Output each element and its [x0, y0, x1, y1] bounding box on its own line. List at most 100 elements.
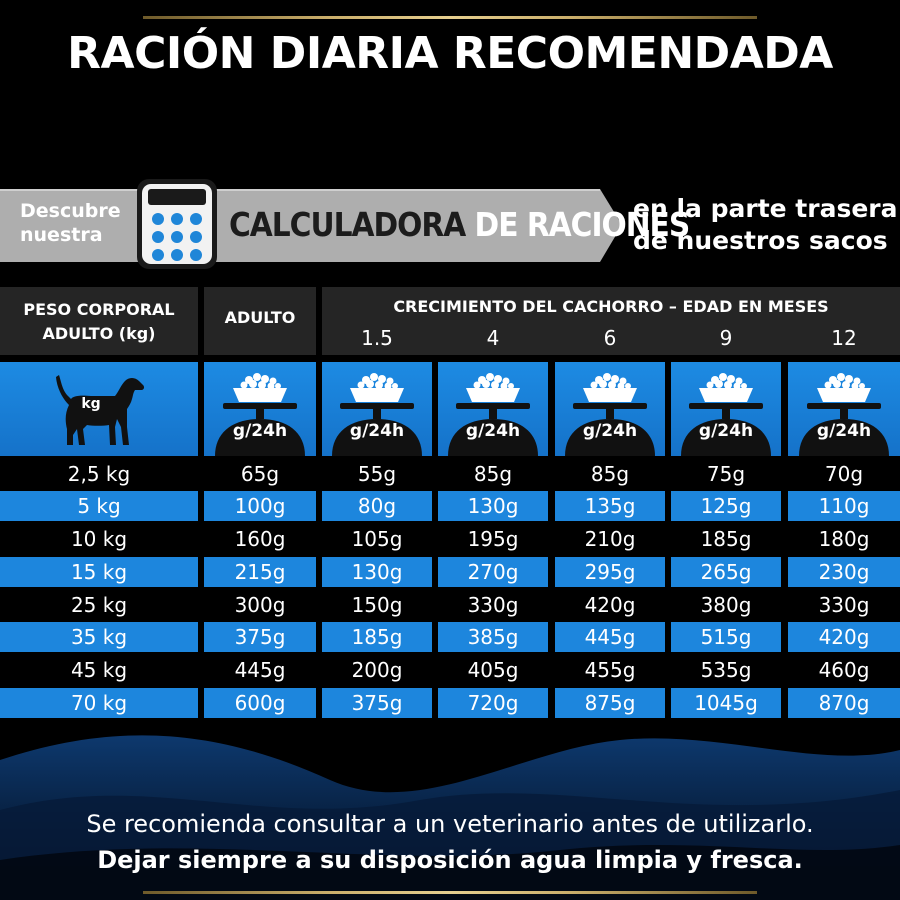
ration-cell: 230g [788, 557, 900, 587]
month-header-4: 9 [719, 326, 733, 350]
header-weight-line1: PESO CORPORAL [23, 300, 175, 319]
scale-icon-label: g/24h [698, 421, 754, 441]
header-adult-label: ADULTO [224, 308, 296, 327]
banner-location-line1: en la parte trasera [633, 194, 898, 223]
ration-cell: 380g [700, 593, 752, 617]
page-title: RACIÓN DIARIA RECOMENDADA [67, 28, 833, 79]
table-row: 25 kg 300g 150g 330g 420g 380g 330g [0, 590, 900, 620]
ration-cell: 875g [555, 688, 665, 718]
table-row: 70 kg 600g 375g 720g 875g 1045g 870g [0, 688, 900, 718]
ration-cell: 265g [671, 557, 781, 587]
scale-icon-label: g/24h [816, 421, 872, 441]
scale-icon-label: g/24h [349, 421, 405, 441]
background-waves [0, 735, 900, 900]
dog-icon-label: kg [81, 396, 101, 412]
banner-headline-part1: CALCULADORA [229, 205, 466, 244]
ration-cell: 195g [467, 527, 519, 551]
month-header-3: 6 [603, 326, 617, 350]
ration-cell: 85g [473, 462, 513, 486]
header-weight-label: PESO CORPORAL ADULTO (kg) [0, 298, 198, 346]
weight-cell: 15 kg [0, 557, 198, 587]
ration-cell: 110g [788, 491, 900, 521]
ration-cell: 55g [357, 462, 397, 486]
month-header-5: 12 [831, 326, 857, 350]
ration-cell: 375g [322, 688, 432, 718]
ration-cell: 420g [788, 622, 900, 652]
ration-cell: 160g [234, 527, 286, 551]
table-row: 15 kg 215g 130g 270g 295g 265g 230g [0, 557, 900, 587]
banner-location-text: en la parte trasera de nuestros sacos [633, 193, 900, 257]
footer-vet-advice: Se recomienda consultar a un veterinario… [86, 810, 814, 838]
banner-headline: CALCULADORA DE RACIONES [229, 205, 691, 245]
calculator-icon [137, 179, 217, 269]
weight-cell: 45 kg [70, 658, 128, 682]
banner-intro-line1: Descubre [20, 200, 121, 222]
table-row: 35 kg 375g 185g 385g 445g 515g 420g [0, 622, 900, 652]
header-weight-line2: ADULTO (kg) [42, 324, 156, 343]
ration-cell: 65g [240, 462, 280, 486]
scale-icon-label: g/24h [232, 421, 288, 441]
weight-cell: 2,5 kg [67, 462, 131, 486]
ration-cell: 210g [584, 527, 636, 551]
ration-cell: 600g [204, 688, 316, 718]
ration-cell: 375g [204, 622, 316, 652]
ration-cell: 445g [555, 622, 665, 652]
header-growth-label: CRECIMIENTO DEL CACHORRO – EDAD EN MESES [393, 297, 829, 316]
weight-cell: 10 kg [70, 527, 128, 551]
food-scale-icon [215, 373, 305, 456]
gold-divider-bottom [143, 891, 757, 894]
ration-cell: 515g [671, 622, 781, 652]
ration-cell: 1045g [671, 688, 781, 718]
dog-icon [56, 375, 145, 445]
ration-cell: 125g [671, 491, 781, 521]
scale-icon-label: g/24h [465, 421, 521, 441]
banner-headline-part2: DE RACIONES [474, 205, 691, 244]
month-header-1: 1.5 [361, 326, 393, 350]
weight-cell: 35 kg [0, 622, 198, 652]
ration-cell: 105g [351, 527, 403, 551]
header-weight-cell [0, 287, 198, 355]
ration-cell: 330g [467, 593, 519, 617]
food-scale-icon [681, 373, 771, 456]
ration-cell: 215g [204, 557, 316, 587]
footer-water-advice: Dejar siempre a su disposición agua limp… [97, 846, 803, 874]
ration-cell: 330g [818, 593, 870, 617]
ration-cell: 130g [438, 491, 548, 521]
food-scale-icon [332, 373, 422, 456]
ration-cell: 130g [322, 557, 432, 587]
ration-cell: 135g [555, 491, 665, 521]
banner-location-line2: de nuestros sacos [633, 226, 888, 255]
table-row: 5 kg 100g 80g 130g 135g 125g 110g [0, 491, 900, 521]
weight-cell: 70 kg [0, 688, 198, 718]
banner-highlight [0, 189, 600, 191]
calculator-banner [0, 189, 622, 262]
ration-cell: 460g [818, 658, 870, 682]
food-scale-icon [565, 373, 655, 456]
ration-cell: 300g [234, 593, 286, 617]
banner-intro-line2: nuestra [20, 224, 103, 246]
banner-intro-text: Descubre nuestra [20, 199, 140, 247]
food-scale-icon [448, 373, 538, 456]
ration-cell: 185g [322, 622, 432, 652]
weight-cell: 5 kg [0, 491, 198, 521]
ration-cell: 535g [700, 658, 752, 682]
table-row: 10 kg 160g 105g 195g 210g 185g 180g [0, 524, 900, 554]
ration-cell: 455g [584, 658, 636, 682]
ration-cell: 420g [584, 593, 636, 617]
ration-cell: 445g [234, 658, 286, 682]
table-row: 45 kg 445g 200g 405g 455g 535g 460g [0, 655, 900, 685]
ration-cell: 270g [438, 557, 548, 587]
gold-divider-top [143, 16, 757, 19]
ration-cell: 720g [438, 688, 548, 718]
ration-cell: 80g [322, 491, 432, 521]
month-header-2: 4 [486, 326, 500, 350]
ration-cell: 295g [555, 557, 665, 587]
ration-cell: 385g [438, 622, 548, 652]
ration-cell: 870g [788, 688, 900, 718]
ration-cell: 85g [590, 462, 630, 486]
ration-cell: 100g [204, 491, 316, 521]
ration-cell: 185g [700, 527, 752, 551]
table-row: 2,5 kg 65g 55g 85g 85g 75g 70g [0, 459, 900, 489]
header-adult-cell [204, 287, 316, 355]
ration-cell: 180g [818, 527, 870, 551]
